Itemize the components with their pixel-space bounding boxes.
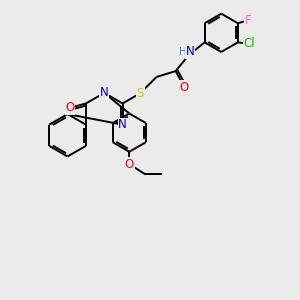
Text: H: H [178,47,186,57]
Text: Cl: Cl [244,38,255,50]
Text: N: N [118,118,127,131]
Text: O: O [125,158,134,171]
Text: O: O [65,101,74,114]
Text: N: N [186,45,195,58]
Text: O: O [180,81,189,94]
Text: N: N [100,86,109,99]
Text: F: F [245,14,251,27]
Text: S: S [136,87,144,100]
